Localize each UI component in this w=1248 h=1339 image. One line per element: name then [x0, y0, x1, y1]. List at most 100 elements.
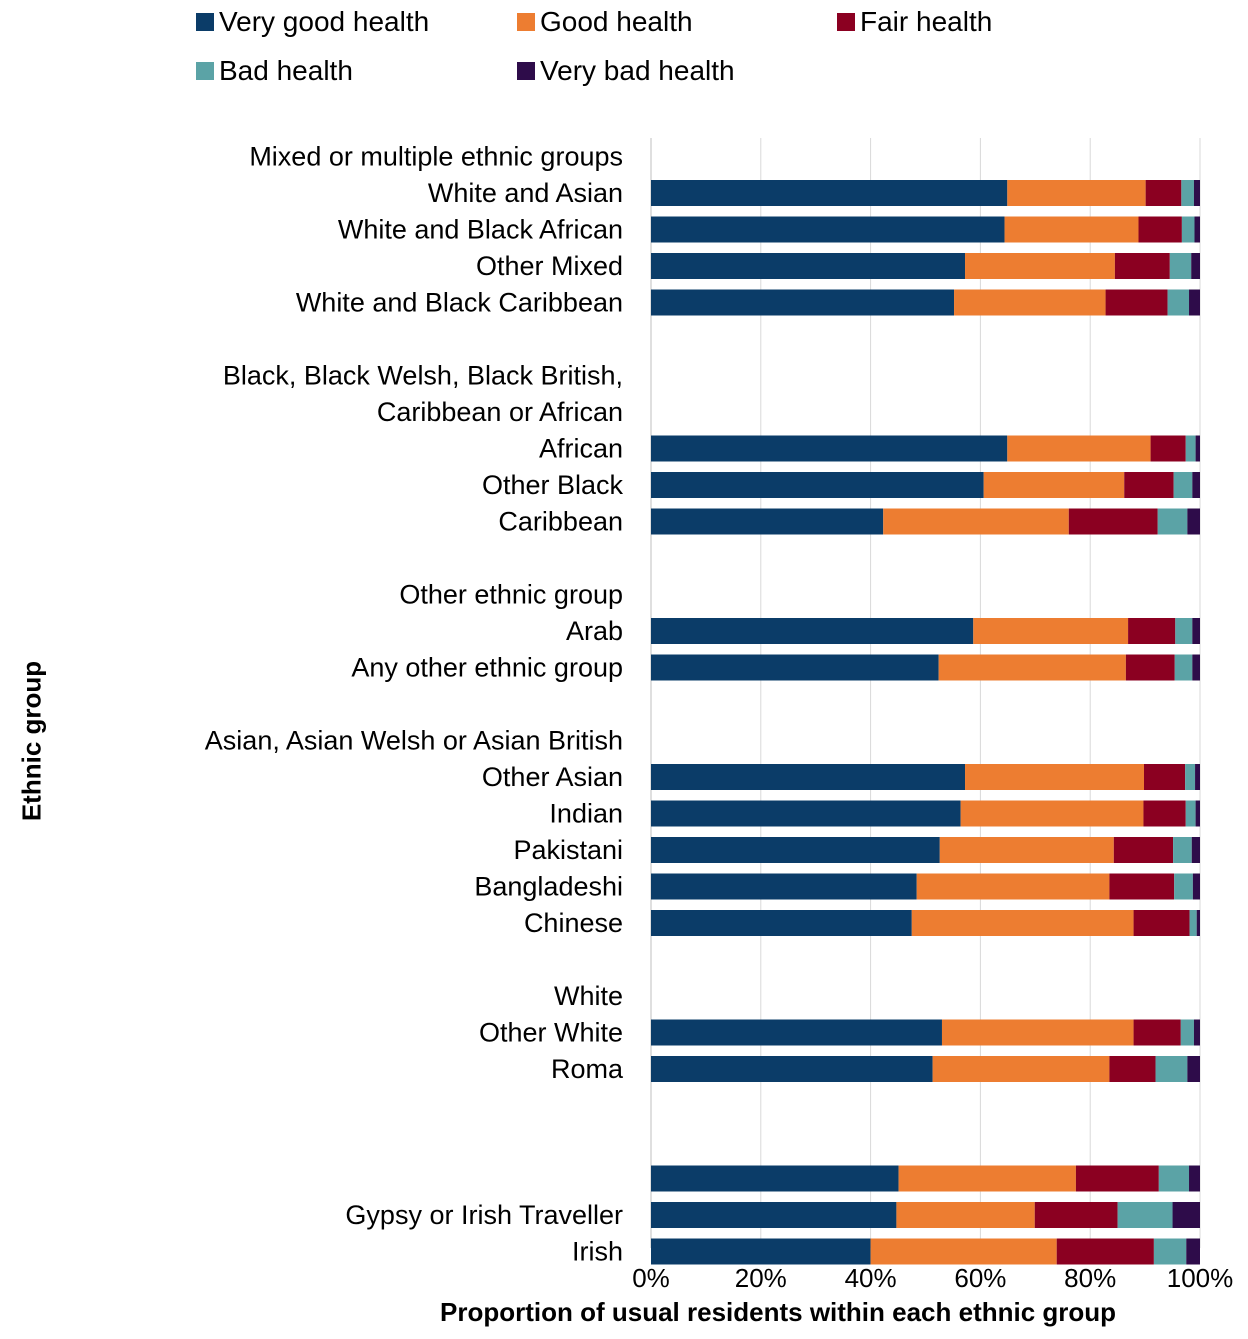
bar-segment — [1194, 216, 1200, 243]
bar-segment — [1196, 910, 1200, 936]
legend-item-fair-health: Fair health — [837, 6, 992, 38]
legend-swatch — [837, 13, 855, 31]
bar-segment — [1193, 1019, 1200, 1046]
y-tick-label: Roma — [551, 1054, 624, 1084]
x-tick-label: 20% — [735, 1263, 787, 1293]
y-tick-label: White and Black Caribbean — [296, 288, 623, 318]
bar-segment — [1075, 1165, 1159, 1192]
y-tick-label: Indian — [549, 799, 623, 829]
bar-segment — [651, 618, 974, 644]
bar-segment — [1174, 873, 1193, 900]
y-tick-label: Other Asian — [482, 762, 623, 792]
bar-segment — [1175, 618, 1193, 644]
y-tick-label: Gypsy or Irish Traveller — [345, 1200, 623, 1230]
y-tick-label: Chinese — [524, 908, 623, 938]
bar-segment — [1157, 508, 1188, 535]
bar-segment — [1186, 1238, 1200, 1265]
legend-item-very-good-health: Very good health — [196, 6, 429, 38]
bar-segment — [1169, 253, 1192, 279]
legend-swatch — [196, 13, 214, 31]
bar-segment — [651, 1056, 933, 1082]
bar-segment — [651, 1165, 899, 1192]
bar-segment — [1007, 180, 1146, 206]
bar-segment — [1128, 618, 1176, 644]
bar-segment — [973, 618, 1129, 644]
x-axis-title: Proportion of usual residents within eac… — [440, 1297, 1117, 1327]
bar-segment — [1138, 216, 1182, 243]
bar-segment — [651, 216, 1005, 243]
bar-segment — [898, 1165, 1076, 1192]
bar-segment — [1181, 180, 1194, 206]
bar-segment — [939, 837, 1114, 863]
legend-label: Bad health — [219, 55, 353, 86]
bar-segment — [651, 800, 961, 827]
x-tick-label: 80% — [1064, 1263, 1116, 1293]
bar-segment — [1124, 472, 1174, 498]
legend-label: Fair health — [860, 6, 993, 37]
y-tick-label: Irish — [572, 1237, 623, 1267]
bar-segment — [1150, 435, 1186, 462]
bar-segment — [1185, 764, 1196, 790]
bar-segment — [1145, 180, 1182, 206]
y-axis-title: Ethnic group — [16, 660, 47, 822]
bar-segment — [911, 910, 1134, 936]
bar-segment — [1173, 837, 1192, 863]
bar-segment — [651, 435, 1008, 462]
legend-swatch — [517, 13, 535, 31]
bar-segment — [916, 873, 1110, 900]
bar-segment — [1068, 508, 1158, 535]
bar-segment — [1144, 764, 1186, 790]
group-header-label: Mixed or multiple ethnic groups — [249, 142, 623, 172]
bar-segment — [1105, 289, 1168, 316]
bar-segment — [1007, 435, 1151, 462]
x-tick-label: 40% — [845, 1263, 897, 1293]
bar-segment — [1133, 1019, 1181, 1046]
group-header-label: Black, Black Welsh, Black British, — [223, 361, 623, 391]
bar-segment — [1109, 1056, 1156, 1082]
bar-segment — [1192, 618, 1200, 644]
bar-segment — [1187, 1056, 1200, 1082]
bar-segment — [1181, 216, 1195, 243]
group-header-label: Caribbean or African — [377, 397, 623, 427]
bar-segment — [1174, 654, 1193, 681]
y-tick-label: Other White — [479, 1018, 623, 1048]
chart-legend: Very good health Good health Fair health… — [196, 6, 1096, 106]
bar-segment — [1114, 253, 1170, 279]
bar-segment — [932, 1056, 1110, 1082]
y-tick-label: Other Black — [482, 470, 624, 500]
legend-label: Very bad health — [540, 55, 735, 86]
bar-segment — [651, 654, 939, 681]
bar-segment — [1167, 289, 1190, 316]
bar-segment — [983, 472, 1125, 498]
bar-segment — [1192, 472, 1200, 498]
bar-segment — [1004, 216, 1139, 243]
bar-segment — [870, 1238, 1057, 1265]
bar-segment — [938, 654, 1126, 681]
bar-segment — [1034, 1202, 1118, 1228]
bar-segment — [651, 1202, 897, 1228]
bar-segment — [651, 508, 884, 535]
group-header-label: Asian, Asian Welsh or Asian British — [205, 726, 623, 756]
bar-segment — [1158, 1165, 1190, 1192]
bar-segment — [1192, 654, 1200, 681]
legend-swatch — [196, 62, 214, 80]
y-tick-label: Other Mixed — [476, 251, 623, 281]
bar-segment — [1153, 1238, 1187, 1265]
bar-segment — [1117, 1202, 1173, 1228]
bar-segment — [651, 873, 917, 900]
y-tick-label: African — [539, 434, 623, 464]
bar-segment — [1195, 800, 1200, 827]
bar-segment — [883, 508, 1069, 535]
x-tick-label: 100% — [1167, 1263, 1234, 1293]
bar-segment — [1180, 1019, 1194, 1046]
bar-segment — [651, 180, 1008, 206]
bar-segment — [1191, 837, 1200, 863]
bar-segment — [651, 472, 984, 498]
bar-segment — [941, 1019, 1134, 1046]
y-tick-label: Arab — [566, 616, 623, 646]
bar-segment — [651, 1238, 871, 1265]
bar-segment — [1185, 435, 1196, 462]
bar-segment — [1109, 873, 1175, 900]
bar-segment — [1143, 800, 1186, 827]
